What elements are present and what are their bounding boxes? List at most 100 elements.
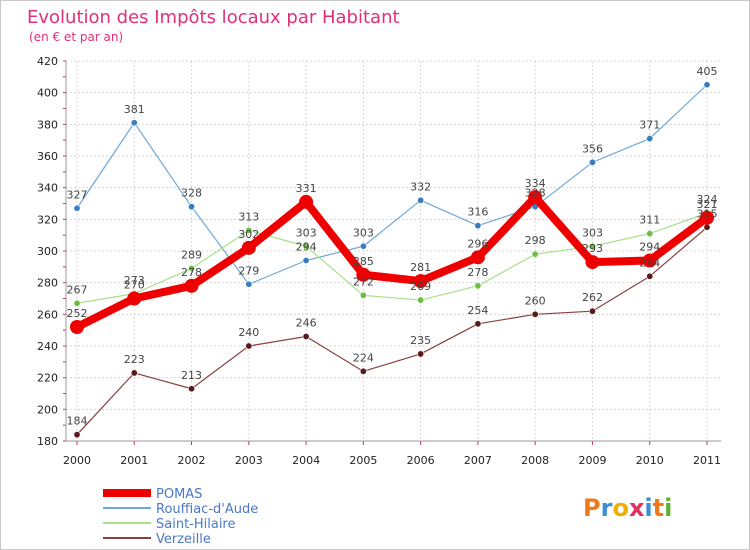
data-label-verzeille: 262 xyxy=(582,291,603,304)
point-rouffiac-d-aude xyxy=(302,256,310,264)
data-label-pomas: 296 xyxy=(467,237,488,250)
data-label-pomas: 270 xyxy=(124,279,145,292)
series-line-pomas xyxy=(73,193,711,331)
data-label-verzeille: 184 xyxy=(67,415,88,428)
point-verzeille xyxy=(588,307,596,315)
point-verzeille xyxy=(245,342,253,350)
point-saint-hilaire xyxy=(245,226,253,234)
data-label-rouffiac-d-aude: 332 xyxy=(410,180,431,193)
y-tick-label: 320 xyxy=(37,213,58,226)
point-verzeille xyxy=(359,367,367,375)
point-saint-hilaire xyxy=(646,230,654,238)
data-label-pomas: 331 xyxy=(296,182,317,195)
logo-letter: x xyxy=(629,494,645,522)
data-label-rouffiac-d-aude: 381 xyxy=(124,103,145,116)
point-saint-hilaire xyxy=(188,264,196,272)
point-verzeille xyxy=(73,431,81,439)
point-rouffiac-d-aude xyxy=(646,135,654,143)
data-label-saint-hilaire: 298 xyxy=(525,234,546,247)
point-pomas xyxy=(585,255,600,270)
x-tick-label: 2001 xyxy=(120,454,148,467)
data-label-saint-hilaire: 269 xyxy=(410,280,431,293)
x-tick-label: 2007 xyxy=(464,454,492,467)
point-verzeille xyxy=(474,320,482,328)
chart-subtitle: (en € et par an) xyxy=(29,30,123,44)
legend-label-rouffiac-d-aude: Rouffiac-d'Aude xyxy=(156,502,258,517)
point-rouffiac-d-aude xyxy=(245,280,253,288)
legend-label-pomas: POMAS xyxy=(156,487,202,502)
y-tick-label: 280 xyxy=(37,277,58,290)
y-tick-label: 400 xyxy=(37,87,58,100)
point-rouffiac-d-aude xyxy=(703,81,711,89)
data-label-rouffiac-d-aude: 294 xyxy=(296,241,317,254)
data-label-verzeille: 235 xyxy=(410,334,431,347)
logo-letter: t xyxy=(653,494,664,522)
x-tick-label: 2010 xyxy=(636,454,664,467)
y-tick-label: 220 xyxy=(37,372,58,385)
logo-text: Proxiti xyxy=(583,494,672,522)
point-rouffiac-d-aude xyxy=(73,204,81,212)
point-verzeille xyxy=(531,310,539,318)
logo-letter: o xyxy=(612,494,629,522)
data-label-verzeille: 284 xyxy=(639,256,660,269)
data-label-rouffiac-d-aude: 327 xyxy=(67,188,88,201)
data-label-saint-hilaire: 303 xyxy=(296,226,317,239)
legend-label-verzeille: Verzeille xyxy=(156,532,211,547)
point-pomas xyxy=(356,267,371,282)
data-label-saint-hilaire: 311 xyxy=(639,214,660,227)
x-tick-label: 2005 xyxy=(349,454,377,467)
legend: POMASRouffiac-d'AudeSaint-HilaireVerzeil… xyxy=(103,487,258,547)
y-tick-label: 200 xyxy=(37,403,58,416)
point-verzeille xyxy=(130,369,138,377)
y-tick-label: 340 xyxy=(37,182,58,195)
point-pomas xyxy=(642,253,657,268)
x-tick-label: 2003 xyxy=(235,454,263,467)
point-saint-hilaire xyxy=(302,242,310,250)
point-pomas xyxy=(413,274,428,289)
y-tick-label: 360 xyxy=(37,150,58,163)
y-tick-label: 300 xyxy=(37,245,58,258)
x-tick-label: 2011 xyxy=(693,454,721,467)
data-label-verzeille: 213 xyxy=(181,369,202,382)
proxiti-logo: Proxiti xyxy=(583,494,672,522)
data-label-verzeille: 224 xyxy=(353,351,374,364)
point-pomas xyxy=(127,291,142,306)
series-line-saint-hilaire xyxy=(76,212,708,304)
point-rouffiac-d-aude xyxy=(417,196,425,204)
y-tick-label: 180 xyxy=(37,435,58,448)
data-label-verzeille: 223 xyxy=(124,353,145,366)
data-label-saint-hilaire: 278 xyxy=(467,266,488,279)
data-label-pomas: 321 xyxy=(697,198,718,211)
data-label-rouffiac-d-aude: 371 xyxy=(639,119,660,132)
x-tick-label: 2008 xyxy=(521,454,549,467)
data-label-pomas: 278 xyxy=(181,266,202,279)
series-line-verzeille xyxy=(76,226,708,436)
point-rouffiac-d-aude xyxy=(359,242,367,250)
logo-letter: r xyxy=(601,494,613,522)
point-verzeille xyxy=(703,223,711,231)
point-saint-hilaire xyxy=(531,250,539,258)
grid xyxy=(66,60,721,442)
data-label-rouffiac-d-aude: 328 xyxy=(181,187,202,200)
data-label-saint-hilaire: 289 xyxy=(181,248,202,261)
data-label-pomas: 285 xyxy=(353,255,374,268)
point-verzeille xyxy=(302,332,310,340)
y-tick-label: 420 xyxy=(37,55,58,68)
data-label-saint-hilaire: 273 xyxy=(124,274,145,287)
point-saint-hilaire xyxy=(417,296,425,304)
data-label-pomas: 252 xyxy=(67,307,88,320)
point-rouffiac-d-aude xyxy=(474,222,482,230)
legend-label-saint-hilaire: Saint-Hilaire xyxy=(156,517,236,532)
logo-letter: i xyxy=(644,494,652,522)
series-line-rouffiac-d-aude xyxy=(76,84,708,285)
series xyxy=(70,81,714,439)
data-label-pomas: 302 xyxy=(238,228,259,241)
point-pomas xyxy=(470,250,485,265)
data-label-verzeille: 246 xyxy=(296,317,317,330)
data-label-pomas: 281 xyxy=(410,261,431,274)
axes: 180 200 220 240 260 280 300 320 340 360 380 400 420 2… xyxy=(37,55,721,467)
x-tick-label: 2009 xyxy=(578,454,606,467)
data-label-rouffiac-d-aude: 328 xyxy=(525,187,546,200)
